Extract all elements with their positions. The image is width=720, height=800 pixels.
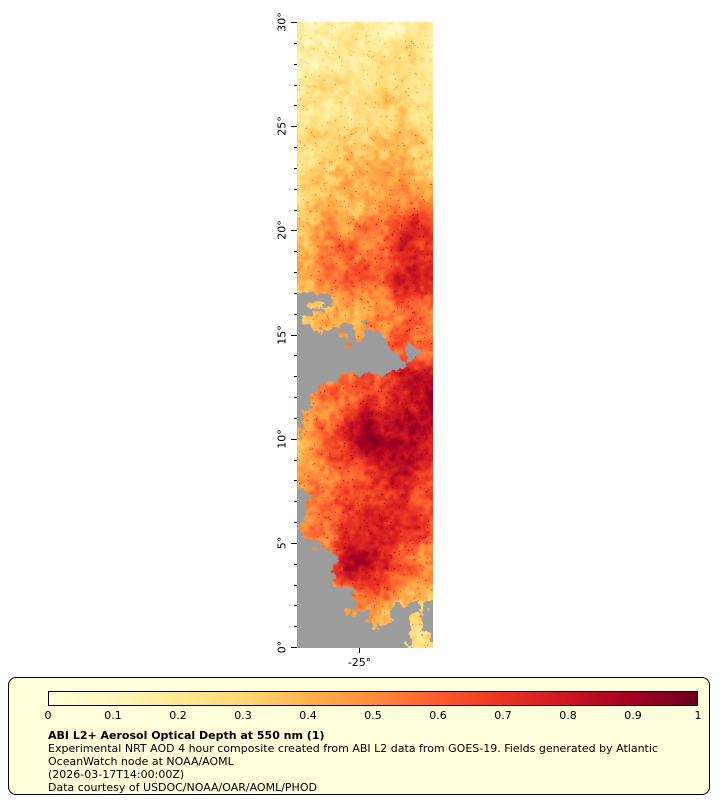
colorbar-tick-label: 0.9 (624, 709, 642, 722)
colorbar-tick-label: 1 (694, 709, 702, 722)
y-axis-minor-tick (294, 188, 297, 190)
y-axis-minor-tick (294, 313, 297, 315)
colorbar-tick-label: 0.7 (494, 709, 512, 722)
colorbar-tick-label: 0.5 (364, 709, 382, 722)
legend-title: ABI L2+ Aerosol Optical Depth at 550 nm … (48, 729, 325, 742)
colorbar-tick-label: 0.6 (429, 709, 447, 722)
colorbar-tick-label: 0.3 (234, 709, 252, 722)
y-axis-tick-label: 10° (275, 428, 289, 449)
y-axis-tick-label: 20° (275, 220, 289, 241)
y-axis-minor-tick (294, 584, 297, 586)
y-axis-minor-tick (294, 417, 297, 419)
y-axis-minor-tick (294, 272, 297, 273)
colorbar-tick-label: 0.4 (299, 709, 317, 722)
y-axis-tick-label: 25° (275, 116, 289, 136)
y-axis-major-tick (291, 647, 297, 648)
y-axis-major-tick (291, 334, 297, 336)
colorbar (48, 691, 698, 706)
map-plot: 0° 5° 10° 15° 20° 25° 30° -25° (276, 12, 433, 669)
y-axis-major-tick (291, 542, 297, 544)
y-axis-minor-tick (294, 376, 297, 378)
colorbar-tick-label: 0.8 (559, 709, 577, 722)
y-axis-minor-tick (294, 42, 297, 44)
y-axis-major-tick (291, 230, 297, 232)
y-axis-minor-tick (294, 522, 297, 523)
y-axis-minor-tick (294, 501, 297, 503)
colorbar-tick-labels: 0 0.1 0.2 0.3 0.4 0.5 0.6 0.7 0.8 0.9 1 (44, 709, 702, 723)
y-axis-minor-tick (294, 84, 297, 86)
y-axis-minor-tick (294, 105, 297, 107)
legend-box: 0 0.1 0.2 0.3 0.4 0.5 0.6 0.7 0.8 0.9 1 ABI L2+ Ae… (8, 677, 710, 795)
y-axis-minor-tick (294, 167, 297, 169)
y-axis-minor-tick (294, 147, 297, 148)
y-axis-major-tick (291, 438, 297, 440)
y-axis-minor-tick (294, 480, 297, 482)
y-axis-minor-tick (294, 626, 297, 628)
y-axis-minor-tick (294, 563, 297, 565)
legend-text: ABI L2+ Aerosol Optical Depth at 550 nm … (48, 729, 666, 794)
y-axis-minor-tick (294, 209, 297, 211)
y-axis-minor-tick (294, 63, 297, 65)
y-axis-major-tick (291, 126, 297, 128)
legend-credit: Data courtesy of USDOC/NOAA/OAR/AOML/PHO… (48, 781, 317, 794)
legend-timestamp: (2026-03-17T14:00:00Z) (48, 768, 185, 781)
y-axis-minor-tick (294, 292, 297, 294)
y-axis-minor-tick (294, 355, 297, 357)
y-axis-minor-tick (294, 605, 297, 607)
colorbar-tick-label: 0.1 (104, 709, 122, 722)
colorbar-tick-label: 0.2 (169, 709, 187, 722)
y-axis-tick-label: 15° (275, 324, 289, 345)
colorbar-tick-label: 0 (44, 709, 52, 722)
y-axis-major-tick (291, 22, 297, 23)
y-axis-tick-label: 5° (275, 536, 289, 550)
x-axis-tick-label: -25° (347, 656, 372, 669)
y-axis-minor-tick (294, 397, 297, 398)
x-axis-major-tick (359, 648, 361, 653)
y-axis-tick-label: 0° (275, 640, 289, 654)
legend-description: Experimental NRT AOD 4 hour composite cr… (48, 742, 658, 768)
aod-heatmap-canvas (297, 22, 433, 648)
y-axis-minor-tick (294, 251, 297, 253)
y-axis-tick-label: 30° (275, 12, 289, 32)
y-axis-minor-tick (294, 459, 297, 461)
